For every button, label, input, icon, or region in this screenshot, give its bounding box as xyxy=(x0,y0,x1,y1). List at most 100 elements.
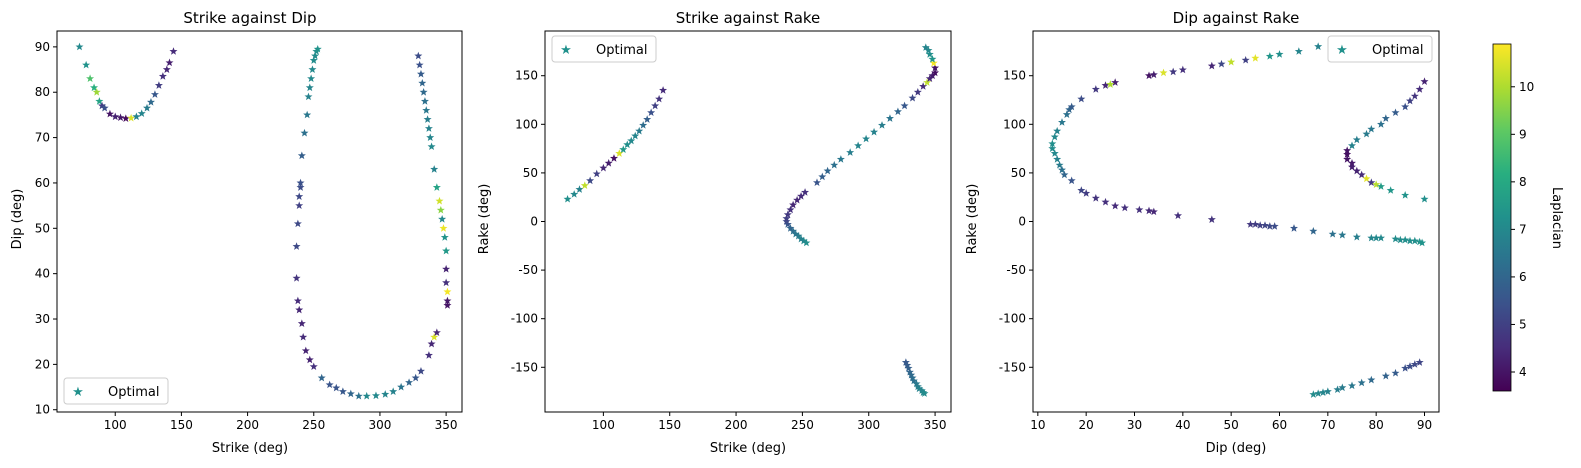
data-point-star xyxy=(1207,215,1216,223)
y-tick-label: 20 xyxy=(35,357,50,371)
chart-title: Strike against Dip xyxy=(183,9,316,27)
colorbar-tick-label: 6 xyxy=(1519,270,1527,284)
data-point-star xyxy=(1396,235,1405,244)
data-point-star xyxy=(1275,50,1284,58)
data-point-star xyxy=(797,234,806,243)
data-point-star xyxy=(1377,182,1385,190)
data-point-star xyxy=(1377,233,1385,242)
data-point-star xyxy=(430,332,439,341)
data-point-star xyxy=(1362,174,1371,183)
colorbar-tick-label: 8 xyxy=(1519,175,1527,189)
data-point-star xyxy=(1343,155,1352,163)
data-point-star xyxy=(917,386,926,395)
data-point-star xyxy=(623,140,632,149)
y-tick-label: 10 xyxy=(35,403,50,417)
data-point-star xyxy=(1065,105,1074,114)
data-point-star xyxy=(920,389,929,397)
data-point-star xyxy=(1058,165,1066,174)
x-tick-label: 300 xyxy=(368,418,391,432)
data-point-star xyxy=(901,358,910,366)
data-point-star xyxy=(300,128,309,137)
data-point-star xyxy=(878,121,886,129)
data-point-star xyxy=(75,42,84,51)
x-axis-label: Dip (deg) xyxy=(1206,441,1267,456)
data-point-star xyxy=(389,387,398,395)
y-tick-label: 30 xyxy=(35,312,50,326)
plot-frame xyxy=(56,30,463,413)
y-tick-label: 150 xyxy=(1003,69,1026,83)
data-point-star xyxy=(1372,233,1381,242)
data-point-star xyxy=(137,109,146,117)
x-tick-label: 200 xyxy=(236,418,259,432)
data-point-star xyxy=(836,155,845,163)
data-point-star xyxy=(154,81,163,89)
data-point-star xyxy=(1256,221,1265,229)
data-point-star xyxy=(295,192,304,200)
x-tick-label: 80 xyxy=(1369,418,1384,432)
data-point-star xyxy=(111,112,120,121)
y-axis-label: Rake (deg) xyxy=(965,184,980,255)
data-point-star xyxy=(1367,178,1376,187)
data-point-star xyxy=(563,194,572,203)
data-point-star xyxy=(317,373,326,382)
colorbar-tick-label: 5 xyxy=(1519,317,1527,331)
data-point-star xyxy=(1348,158,1356,167)
data-point-star xyxy=(292,242,301,250)
data-point-star xyxy=(443,301,452,309)
data-point-star xyxy=(908,93,917,102)
data-point-star xyxy=(338,387,347,395)
data-point-star xyxy=(1261,221,1269,229)
data-point-star xyxy=(1338,230,1347,239)
x-tick-label: 200 xyxy=(725,418,748,432)
data-point-star xyxy=(1265,222,1274,230)
y-tick-label: -100 xyxy=(511,312,538,326)
y-tick-label: -50 xyxy=(518,263,538,277)
data-point-star xyxy=(1159,68,1168,77)
x-tick-label: 10 xyxy=(1030,418,1045,432)
x-tick-label: 30 xyxy=(1127,418,1142,432)
data-point-star xyxy=(1406,362,1414,370)
data-point-star xyxy=(1067,176,1076,185)
data-point-star xyxy=(438,215,447,223)
data-point-star xyxy=(1415,85,1424,93)
data-point-star xyxy=(305,83,314,92)
data-point-star xyxy=(381,390,390,398)
data-point-star xyxy=(575,185,584,193)
data-point-star xyxy=(1352,232,1361,241)
data-point-star xyxy=(303,110,312,119)
data-point-star xyxy=(116,113,125,122)
data-point-star xyxy=(1055,160,1064,169)
y-tick-label: 60 xyxy=(35,176,50,190)
legend-box xyxy=(551,35,657,63)
data-point-star xyxy=(903,361,912,369)
data-point-star xyxy=(405,378,414,386)
x-tick-label: 300 xyxy=(857,418,880,432)
data-point-star xyxy=(332,383,341,392)
data-point-star xyxy=(1367,124,1376,133)
data-point-star xyxy=(295,305,304,314)
data-point-star xyxy=(1367,375,1376,384)
data-point-star xyxy=(893,107,902,116)
y-tick-label: -100 xyxy=(999,312,1026,326)
data-point-star xyxy=(296,178,305,187)
data-point-star xyxy=(823,166,832,175)
data-point-star xyxy=(870,127,879,136)
data-point-star xyxy=(791,229,800,238)
data-point-star xyxy=(1348,381,1356,390)
data-point-star xyxy=(1309,390,1318,398)
data-points xyxy=(75,42,452,400)
data-point-star xyxy=(801,188,810,196)
data-point-star xyxy=(95,97,104,105)
data-point-star xyxy=(924,46,933,54)
x-axis-label: Strike (deg) xyxy=(710,441,786,456)
data-point-star xyxy=(1169,67,1178,76)
data-point-star xyxy=(925,50,934,58)
x-tick-label: 50 xyxy=(1224,418,1239,432)
data-point-star xyxy=(1077,186,1086,194)
data-point-star xyxy=(647,108,656,117)
data-point-star xyxy=(615,149,624,157)
data-point-star xyxy=(627,136,636,145)
data-point-star xyxy=(1328,229,1337,238)
y-tick-label: 0 xyxy=(1018,215,1026,229)
